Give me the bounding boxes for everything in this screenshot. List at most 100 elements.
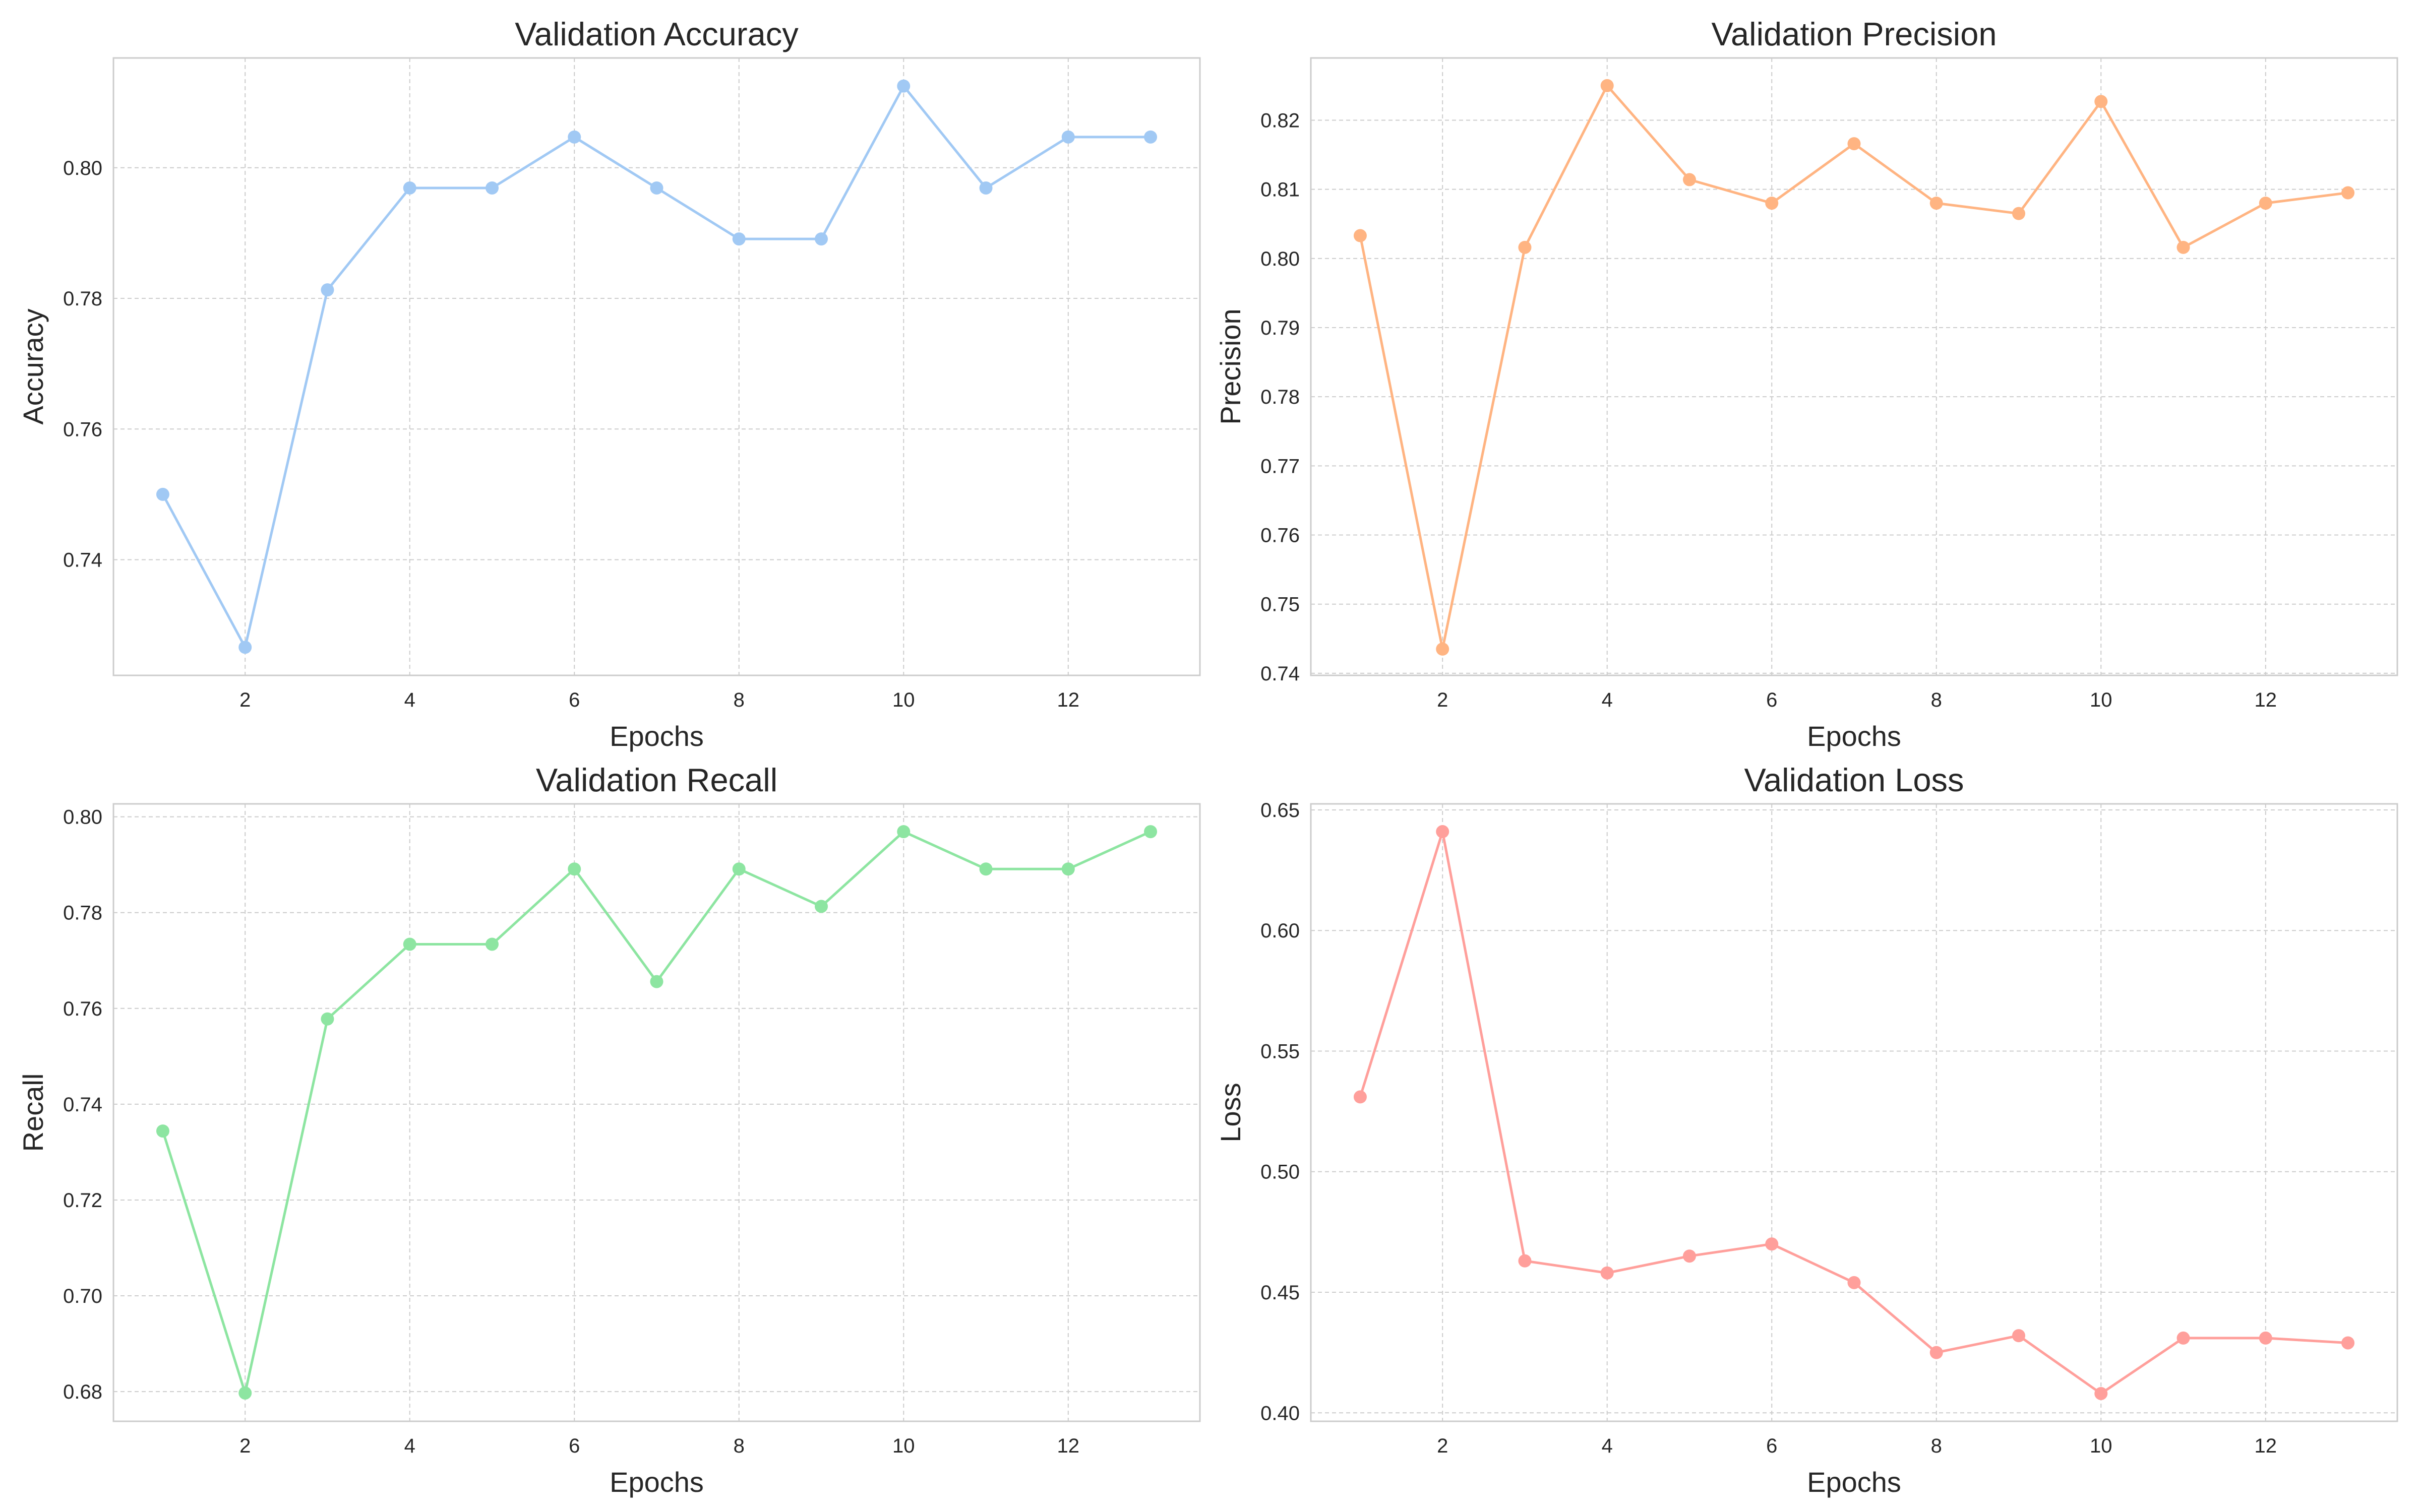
plot-frame [112,803,1201,1422]
x-tick-label: 6 [1766,1435,1777,1457]
x-axis-label: Epochs [1807,720,1901,752]
data-point [2094,1387,2108,1400]
x-tick-label: 8 [1931,1435,1942,1457]
x-tick-label: 8 [734,1435,745,1457]
data-point [156,487,169,501]
data-point [485,937,499,951]
x-tick-label: 6 [1766,689,1777,711]
x-axis-label: Epochs [610,720,704,752]
chart-title: Validation Loss [1744,762,1964,798]
data-point [321,1012,334,1026]
y-tick-label: 0.78 [63,288,102,310]
x-tick-label: 10 [2090,1435,2112,1457]
y-axis-label: Precision [1215,308,1246,424]
data-point [1847,137,1861,151]
chart-title: Validation Recall [536,762,777,798]
x-tick-label: 2 [1437,1435,1448,1457]
x-tick-label: 6 [569,1435,580,1457]
chart-loss: 2 4 6 8 10 12 0.40 0.45 0.50 0.55 0.60 0.65 Validati… [1215,762,2398,1498]
data-point [1929,1346,1943,1359]
data-point [1929,197,1943,210]
data-point [1061,862,1075,876]
data-point [321,283,334,297]
x-tick-label: 10 [892,689,915,711]
data-point [2176,240,2190,254]
y-tick-label: 0.81 [1260,179,1300,201]
data-point [1436,642,1449,656]
chart-accuracy: 2 4 6 8 10 12 0.74 0.76 0.78 0.80 Validation Accur… [17,16,1201,752]
data-point [2094,95,2108,108]
y-tick-label: 0.77 [1260,455,1300,477]
x-tick-label: 8 [1931,689,1942,711]
data-point [650,975,663,988]
x-tick-label: 2 [239,689,251,711]
x-tick-label: 4 [1602,1435,1613,1457]
y-tick-label: 0.45 [1260,1282,1300,1304]
data-point [1600,79,1614,92]
y-tick-label: 0.74 [63,1094,102,1116]
data-point [485,181,499,195]
data-point [1144,825,1158,839]
data-point [1765,1237,1779,1251]
y-tick-label: 0.74 [63,549,102,572]
series-line-loss [1359,830,2348,1395]
y-tick-label: 0.76 [63,998,102,1020]
plot-frame [1310,803,2398,1422]
chart-title: Validation Precision [1711,16,1996,52]
data-point [2176,1331,2190,1345]
data-point [1765,197,1779,210]
plot-frame [112,57,1201,676]
data-point [1600,1266,1614,1280]
y-tick-label: 0.40 [1260,1402,1300,1424]
data-point [568,862,581,876]
y-tick-label: 0.80 [63,157,102,179]
data-point [979,862,993,876]
y-tick-label: 0.65 [1260,799,1300,822]
x-tick-label: 6 [569,689,580,711]
chart-recall: 2 4 6 8 10 12 0.68 0.70 0.72 0.74 0.76 0.78 0.80 Vali… [17,762,1201,1498]
plot-frame [1310,57,2398,676]
data-point [568,130,581,144]
x-tick-label: 4 [404,689,415,711]
x-axis-label: Epochs [1807,1466,1901,1498]
y-tick-label: 0.82 [1260,109,1300,132]
data-point [2259,1331,2272,1345]
chart-precision: 2 4 6 8 10 12 0.74 0.75 0.76 0.77 0.78 0.79 0.80 0.81… [1215,16,2398,752]
data-point [238,1386,252,1400]
x-tick-label: 12 [2255,689,2277,711]
y-tick-label: 0.74 [1260,663,1300,685]
chart-title: Validation Accuracy [515,16,799,52]
y-axis-label: Accuracy [17,308,49,424]
data-point [815,232,828,246]
data-point [815,900,828,913]
data-point [2341,1336,2355,1350]
data-point [2341,186,2355,200]
y-tick-label: 0.76 [63,418,102,440]
x-tick-label: 10 [892,1435,915,1457]
data-point [979,181,993,195]
data-point [1353,229,1367,242]
data-point [1518,1254,1532,1268]
data-point [1682,1249,1696,1263]
data-point [732,232,746,246]
x-tick-label: 2 [1437,689,1448,711]
y-tick-label: 0.78 [1260,386,1300,408]
y-tick-label: 0.70 [63,1285,102,1307]
data-point [403,937,416,951]
data-point [732,862,746,876]
x-tick-label: 12 [1057,1435,1080,1457]
data-point [1353,1090,1367,1104]
series-line-precision [1359,84,2348,651]
data-point [897,825,911,839]
y-tick-label: 0.68 [63,1381,102,1403]
y-tick-label: 0.76 [1260,525,1300,547]
x-tick-label: 8 [734,689,745,711]
data-point [1518,240,1532,254]
data-point [897,79,911,93]
x-tick-label: 4 [404,1435,415,1457]
data-point [1682,173,1696,186]
data-point [2012,207,2026,220]
x-tick-label: 4 [1602,689,1613,711]
y-tick-label: 0.50 [1260,1161,1300,1183]
